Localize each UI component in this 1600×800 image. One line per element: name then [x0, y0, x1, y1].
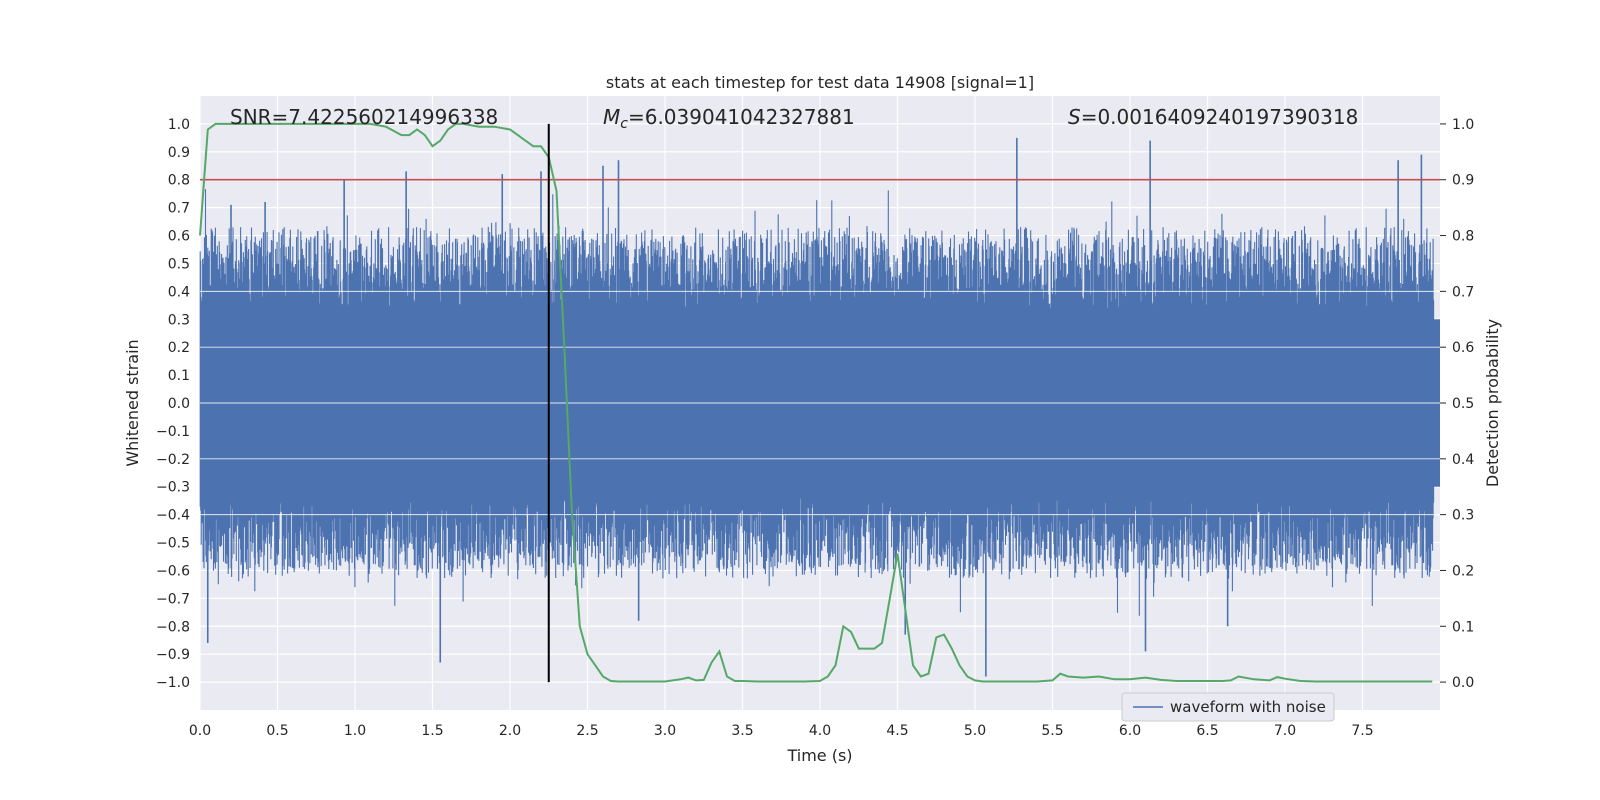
x-tick-label: 3.0	[654, 723, 676, 739]
y2-tick-label: 0.1	[1452, 619, 1474, 635]
s-symbol: S	[1068, 105, 1081, 129]
x-tick-label: 0.0	[189, 723, 211, 739]
y2-axis-label: Detection probability	[1483, 319, 1502, 487]
y2-axis-ticks: 1.0 0.9 0.8 0.7 0.6 0.5 0.4 0.3 0.2 0.1 0.0	[1440, 117, 1474, 691]
x-tick-label: 5.0	[964, 723, 986, 739]
y-tick-label: −0.5	[156, 536, 190, 552]
x-tick-label: 4.0	[809, 723, 831, 739]
y-axis-ticks: 1.0 0.9 0.8 0.7 0.6 0.5 0.4 0.3 0.2 0.1 0.0 −0.1 −0.…	[156, 117, 190, 691]
mc-annotation: Mc=6.039041042327881	[603, 105, 855, 132]
y2-tick-label: 1.0	[1452, 117, 1474, 133]
y-tick-label: 0.3	[168, 312, 190, 328]
legend-box	[1121, 692, 1335, 722]
mc-symbol: M	[603, 105, 620, 129]
x-tick-label: 1.0	[344, 723, 366, 739]
mc-value: =6.039041042327881	[628, 105, 855, 129]
y-tick-label: −0.3	[156, 480, 190, 496]
legend: waveform with noise	[1121, 692, 1335, 722]
x-tick-label: 5.5	[1041, 723, 1063, 739]
y-tick-label: −0.6	[156, 563, 190, 579]
probability-series	[199, 122, 1433, 683]
y-tick-label: −1.0	[156, 675, 190, 691]
legend-label: waveform with noise	[1170, 698, 1326, 716]
x-tick-label: 0.5	[266, 723, 288, 739]
x-tick-label: 6.0	[1119, 723, 1141, 739]
y-tick-label: −0.9	[156, 647, 190, 663]
y-tick-label: 1.0	[168, 117, 190, 133]
x-tick-label: 3.5	[731, 723, 753, 739]
y2-tick-label: 0.0	[1452, 675, 1474, 691]
x-axis-label: Time (s)	[786, 746, 852, 765]
x-tick-label: 1.5	[421, 723, 443, 739]
y2-tick-label: 0.6	[1452, 340, 1474, 356]
s-value: =0.0016409240197390318	[1081, 105, 1359, 129]
x-tick-label: 2.0	[499, 723, 521, 739]
y-tick-label: −0.7	[156, 591, 190, 607]
y-tick-label: 0.5	[168, 256, 190, 272]
x-tick-label: 7.0	[1274, 723, 1296, 739]
y2-tick-label: 0.2	[1452, 563, 1474, 579]
y-tick-label: 0.0	[168, 396, 190, 412]
waveform-series	[199, 137, 1440, 677]
y-tick-label: 0.1	[168, 368, 190, 384]
mc-subscript: c	[620, 116, 628, 132]
y2-tick-label: 0.5	[1452, 396, 1474, 412]
x-tick-label: 4.5	[886, 723, 908, 739]
y-tick-label: 0.8	[168, 173, 190, 189]
x-tick-label: 6.5	[1196, 723, 1218, 739]
y-tick-label: 0.2	[168, 340, 190, 356]
y-tick-label: 0.4	[168, 284, 190, 300]
s-annotation: S=0.0016409240197390318	[1068, 105, 1358, 129]
y-axis-label: Whitened strain	[123, 339, 142, 466]
y-tick-label: −0.8	[156, 619, 190, 635]
snr-annotation: SNR=7.422560214996338	[230, 105, 498, 129]
y-tick-label: 0.9	[168, 145, 190, 161]
chart-title: stats at each timestep for test data 149…	[606, 73, 1034, 92]
x-axis-ticks: 0.0 0.5 1.0 1.5 2.0 2.5 3.0 3.5 4.0 4.5 5.0 5.5 6.0 6…	[189, 723, 1374, 739]
y2-tick-label: 0.7	[1452, 284, 1474, 300]
y-tick-label: 0.6	[168, 229, 190, 245]
y-tick-label: −0.2	[156, 452, 190, 468]
y2-tick-label: 0.4	[1452, 452, 1474, 468]
y2-tick-label: 0.8	[1452, 229, 1474, 245]
y-tick-label: 0.7	[168, 201, 190, 217]
y2-tick-label: 0.9	[1452, 173, 1474, 189]
y-tick-label: −0.4	[156, 508, 190, 524]
x-tick-label: 2.5	[576, 723, 598, 739]
probability-line	[199, 122, 1433, 683]
x-tick-label: 7.5	[1351, 723, 1373, 739]
y2-tick-label: 0.3	[1452, 508, 1474, 524]
y-tick-label: −0.1	[156, 424, 190, 440]
